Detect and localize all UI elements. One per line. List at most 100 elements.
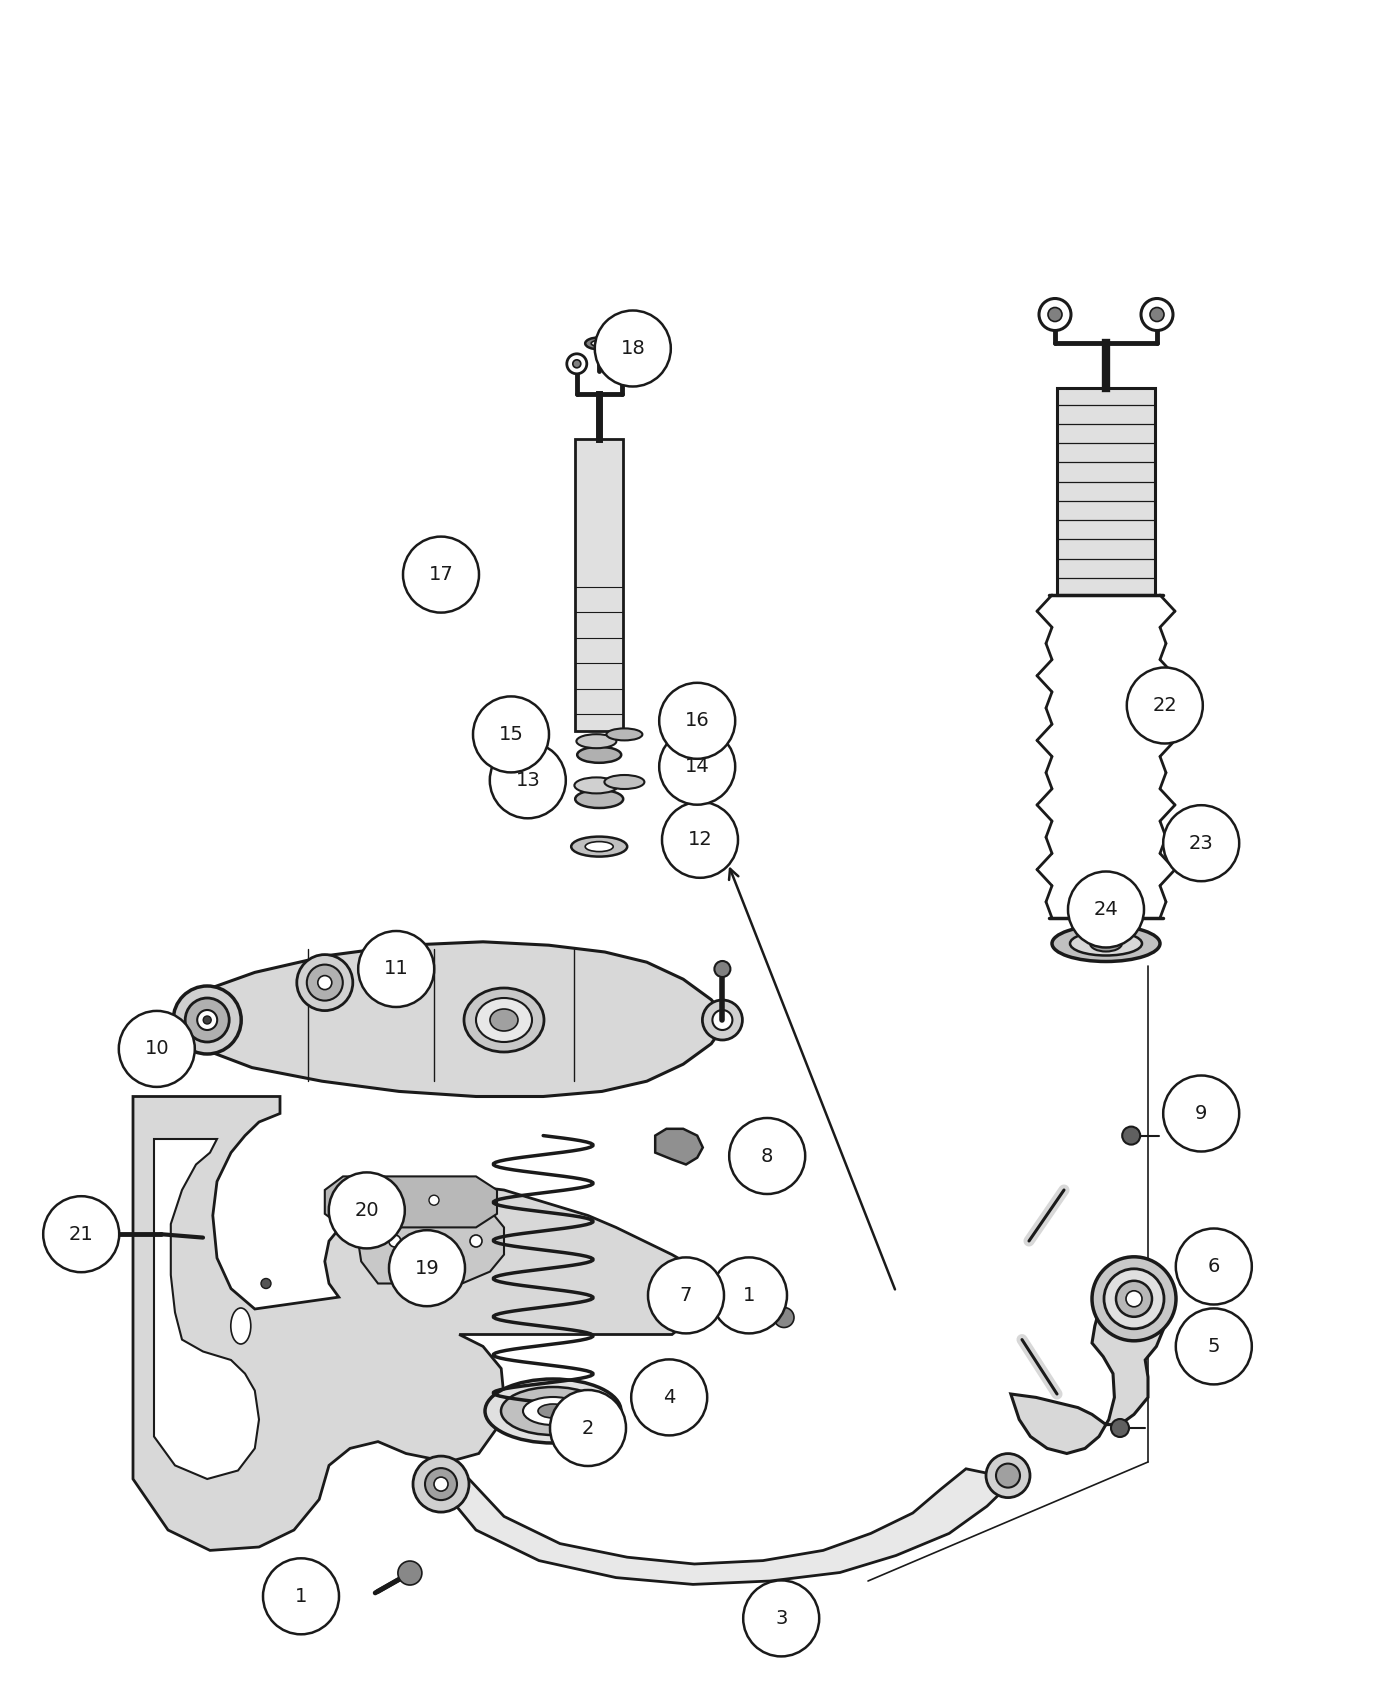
Circle shape <box>1141 299 1173 330</box>
Circle shape <box>573 360 581 367</box>
Circle shape <box>743 1581 819 1656</box>
Ellipse shape <box>524 1397 582 1425</box>
Text: 3: 3 <box>776 1608 787 1629</box>
Circle shape <box>174 986 241 1054</box>
Ellipse shape <box>231 1307 251 1345</box>
Text: 12: 12 <box>687 830 713 850</box>
Circle shape <box>473 697 549 772</box>
Text: 22: 22 <box>1152 695 1177 716</box>
Circle shape <box>43 1197 119 1272</box>
Circle shape <box>1149 308 1163 321</box>
Ellipse shape <box>476 998 532 1042</box>
Ellipse shape <box>501 1387 605 1435</box>
Circle shape <box>119 1012 195 1086</box>
Polygon shape <box>655 1129 703 1164</box>
Text: 13: 13 <box>515 770 540 790</box>
Text: 4: 4 <box>664 1387 675 1408</box>
Ellipse shape <box>484 1379 622 1443</box>
Circle shape <box>631 1360 707 1435</box>
Ellipse shape <box>1070 932 1142 955</box>
Circle shape <box>703 1000 742 1040</box>
Polygon shape <box>1011 1272 1165 1454</box>
Circle shape <box>398 1561 421 1584</box>
Text: 15: 15 <box>498 724 524 745</box>
Text: 1: 1 <box>295 1586 307 1606</box>
Circle shape <box>612 354 631 374</box>
Circle shape <box>434 1477 448 1491</box>
Circle shape <box>426 1469 456 1499</box>
Ellipse shape <box>575 790 623 807</box>
Ellipse shape <box>585 842 613 852</box>
Circle shape <box>774 1307 794 1328</box>
FancyBboxPatch shape <box>575 439 623 731</box>
Circle shape <box>567 354 587 374</box>
Ellipse shape <box>1091 935 1121 952</box>
Text: 20: 20 <box>354 1200 379 1221</box>
Text: 11: 11 <box>384 959 409 979</box>
Circle shape <box>329 1173 405 1248</box>
Text: 1: 1 <box>743 1285 755 1306</box>
Circle shape <box>95 1227 106 1241</box>
Text: 5: 5 <box>1208 1336 1219 1357</box>
Circle shape <box>1127 668 1203 743</box>
Circle shape <box>1163 806 1239 881</box>
Circle shape <box>403 537 479 612</box>
Circle shape <box>1068 872 1144 947</box>
Circle shape <box>185 998 230 1042</box>
Circle shape <box>729 1119 805 1193</box>
Polygon shape <box>325 1176 497 1227</box>
Circle shape <box>490 743 566 818</box>
Text: 21: 21 <box>69 1224 94 1244</box>
Circle shape <box>435 1234 447 1248</box>
Text: 18: 18 <box>620 338 645 359</box>
Circle shape <box>358 932 434 1006</box>
Ellipse shape <box>574 777 619 794</box>
Ellipse shape <box>605 775 644 789</box>
Circle shape <box>662 802 738 877</box>
Circle shape <box>659 729 735 804</box>
Circle shape <box>595 311 671 386</box>
Circle shape <box>1112 1420 1128 1436</box>
Circle shape <box>197 1010 217 1030</box>
Circle shape <box>1176 1229 1252 1304</box>
Circle shape <box>470 1234 482 1248</box>
FancyBboxPatch shape <box>1057 388 1155 595</box>
Circle shape <box>648 1258 724 1333</box>
Circle shape <box>1092 1256 1176 1341</box>
Ellipse shape <box>571 836 627 857</box>
Circle shape <box>318 976 332 989</box>
Text: 8: 8 <box>762 1146 773 1166</box>
Circle shape <box>714 960 731 977</box>
Text: 17: 17 <box>428 564 454 585</box>
Circle shape <box>713 1010 732 1030</box>
Circle shape <box>550 1391 626 1465</box>
Ellipse shape <box>577 746 622 763</box>
Circle shape <box>1105 1268 1163 1329</box>
Circle shape <box>711 1258 787 1333</box>
Polygon shape <box>154 1139 259 1479</box>
Circle shape <box>203 1017 211 1023</box>
Ellipse shape <box>463 988 545 1052</box>
Text: 10: 10 <box>144 1039 169 1059</box>
Text: 6: 6 <box>1208 1256 1219 1277</box>
Ellipse shape <box>591 340 608 347</box>
Text: 24: 24 <box>1093 899 1119 920</box>
Text: 16: 16 <box>685 711 710 731</box>
Circle shape <box>1116 1280 1152 1318</box>
Ellipse shape <box>577 734 616 748</box>
Text: 19: 19 <box>414 1258 440 1278</box>
Circle shape <box>87 1221 115 1248</box>
Polygon shape <box>441 1469 1015 1584</box>
Polygon shape <box>357 1200 504 1284</box>
Circle shape <box>413 1457 469 1511</box>
Text: 23: 23 <box>1189 833 1214 853</box>
Ellipse shape <box>1051 925 1161 962</box>
Circle shape <box>1039 299 1071 330</box>
Ellipse shape <box>538 1404 568 1418</box>
Circle shape <box>1163 1076 1239 1151</box>
Circle shape <box>986 1454 1030 1498</box>
Polygon shape <box>133 1096 700 1550</box>
Text: 14: 14 <box>685 756 710 777</box>
Circle shape <box>428 1195 440 1205</box>
Circle shape <box>372 1195 384 1205</box>
